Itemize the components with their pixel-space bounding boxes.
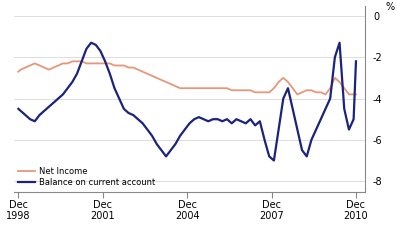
Balance on current account: [93, 43, 98, 46]
Balance on current account: [84, 48, 89, 50]
Net Income: [131, 66, 136, 69]
Net Income: [89, 62, 93, 65]
Balance on current account: [16, 108, 21, 110]
Net Income: [295, 93, 300, 96]
Legend: Net Income, Balance on current account: Net Income, Balance on current account: [18, 167, 155, 187]
Balance on current account: [131, 114, 136, 116]
Net Income: [210, 87, 215, 90]
Balance on current account: [210, 118, 215, 121]
Balance on current account: [272, 159, 276, 162]
Net Income: [206, 87, 211, 90]
Net Income: [333, 76, 337, 79]
Net Income: [16, 70, 21, 73]
Balance on current account: [89, 41, 93, 44]
Net Income: [93, 62, 98, 65]
Line: Net Income: Net Income: [18, 61, 356, 94]
Balance on current account: [354, 60, 358, 63]
Y-axis label: %: %: [385, 2, 395, 12]
Net Income: [354, 93, 358, 96]
Balance on current account: [333, 56, 337, 59]
Line: Balance on current account: Balance on current account: [18, 43, 356, 160]
Balance on current account: [206, 120, 211, 123]
Net Income: [70, 60, 75, 63]
